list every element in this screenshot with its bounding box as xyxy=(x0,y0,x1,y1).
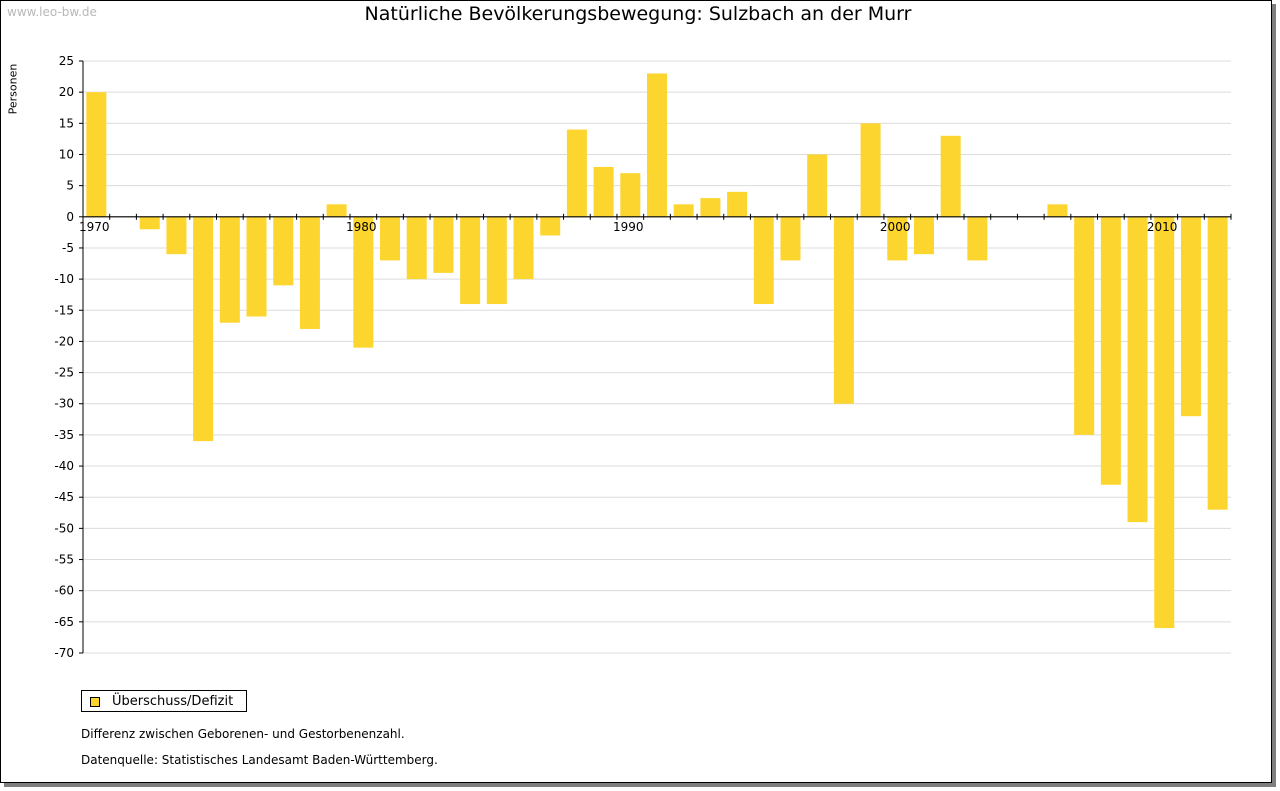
bar xyxy=(1047,204,1068,217)
y-tick-label: -35 xyxy=(54,428,74,442)
footnote-description: Differenz zwischen Geborenen- und Gestor… xyxy=(81,727,405,741)
y-tick-label: -5 xyxy=(62,241,74,255)
bars xyxy=(86,73,1228,629)
gridlines xyxy=(83,60,1231,654)
bar xyxy=(647,73,667,217)
y-tick-label: -25 xyxy=(54,366,74,380)
bar xyxy=(406,216,427,280)
bar xyxy=(1154,216,1175,629)
plot-area: 25 20 15 10 5 0 -5 -10 -15 -20 -25 -30 -35 -40 -45 -50 -… xyxy=(54,54,1232,660)
x-tick-label: 1980 xyxy=(346,220,377,234)
bar xyxy=(1127,216,1148,523)
bar xyxy=(700,198,721,217)
y-tick-label: 5 xyxy=(66,179,74,193)
y-tick-label: 25 xyxy=(59,54,74,68)
bar xyxy=(727,191,748,217)
bar xyxy=(967,216,988,261)
bar xyxy=(166,216,187,255)
bar xyxy=(193,216,214,442)
bar xyxy=(513,216,534,280)
bar xyxy=(913,216,934,255)
y-tick-label: -15 xyxy=(54,303,74,317)
y-tick-label: -70 xyxy=(54,646,74,660)
x-tick-label: 1970 xyxy=(79,220,110,234)
y-tick-label: -10 xyxy=(54,272,74,286)
y-tick-label: -50 xyxy=(54,521,74,535)
x-tick-label: 2000 xyxy=(880,220,911,234)
bar xyxy=(460,216,481,305)
bar xyxy=(540,216,561,236)
y-tick-label: -60 xyxy=(54,584,74,598)
bar xyxy=(887,216,908,261)
y-tick-label: 15 xyxy=(59,116,74,130)
bar xyxy=(86,92,107,217)
bar xyxy=(380,216,401,261)
y-tick-label: 0 xyxy=(66,210,74,224)
bar xyxy=(807,154,828,217)
legend: Überschuss/Defizit xyxy=(81,690,247,712)
bar xyxy=(273,216,294,286)
bar xyxy=(1180,216,1201,417)
y-tick-label: -40 xyxy=(54,459,74,473)
bar xyxy=(433,216,454,273)
bar xyxy=(246,216,267,317)
y-tick-label: -65 xyxy=(54,615,74,629)
bar xyxy=(566,129,587,217)
bar xyxy=(860,123,881,217)
legend-label: Überschuss/Defizit xyxy=(112,694,234,709)
bar xyxy=(753,216,774,305)
x-tick-label: 2010 xyxy=(1147,220,1178,234)
y-tick-label: -30 xyxy=(54,397,74,411)
bar xyxy=(139,216,160,230)
y-tick-label: -55 xyxy=(54,553,74,567)
y-tick-label: 20 xyxy=(59,85,74,99)
y-tick-label: 10 xyxy=(59,147,74,161)
axes: 25 20 15 10 5 0 -5 -10 -15 -20 -25 -30 -35 -40 -45 -50 -… xyxy=(54,54,1232,660)
bar xyxy=(593,166,614,217)
bar xyxy=(1074,216,1095,435)
bar xyxy=(940,135,961,217)
bar xyxy=(353,216,374,348)
footnote-source: Datenquelle: Statistisches Landesamt Bad… xyxy=(81,753,438,767)
bar xyxy=(673,204,694,217)
y-tick-label: -20 xyxy=(54,334,74,348)
bar xyxy=(219,216,240,323)
bar xyxy=(1100,216,1121,485)
bar xyxy=(1207,216,1228,510)
x-tick-label: 1990 xyxy=(613,220,644,234)
y-tick-label: -45 xyxy=(54,490,74,504)
watermark: www.leo-bw.de xyxy=(7,5,97,19)
legend-swatch xyxy=(90,697,100,707)
bar xyxy=(620,173,641,217)
bar xyxy=(299,216,320,329)
bar xyxy=(780,216,801,261)
bar xyxy=(486,216,507,305)
bar xyxy=(326,204,347,217)
bar xyxy=(833,216,854,404)
chart-title: Natürliche Bevölkerungsbewegung: Sulzbac… xyxy=(364,3,912,25)
